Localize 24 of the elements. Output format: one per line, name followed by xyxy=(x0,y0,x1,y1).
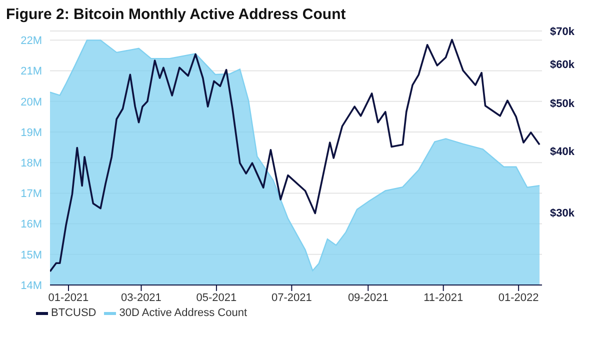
legend-label: BTCUSD xyxy=(51,307,96,319)
y-tick-label: 14M xyxy=(20,280,42,292)
x-tick-label: 11-2021 xyxy=(424,292,464,304)
y2-tick-label: $50k xyxy=(550,98,576,110)
x-tick-label: 05-2021 xyxy=(196,292,237,304)
y-tick-label: 19M xyxy=(20,126,42,139)
y-tick-label: 20M xyxy=(20,96,42,108)
x-tick-label: 03-2021 xyxy=(121,292,162,304)
chart-title: Figure 2: Bitcoin Monthly Active Address Count xyxy=(5,5,347,23)
y-tick-label: 17M xyxy=(20,188,42,200)
y2-tick-label: $30k xyxy=(550,208,576,220)
y-tick-label: 18M xyxy=(20,157,42,170)
x-tick-label: 01-2021 xyxy=(48,292,89,304)
y-tick-label: 15M xyxy=(20,249,42,262)
y-tick-label: 22M xyxy=(20,35,42,48)
x-tick-label: 09-2021 xyxy=(348,292,388,304)
legend-label: 30D Active Address Count xyxy=(119,307,248,319)
y-tick-label: 21M xyxy=(20,66,42,78)
y2-tick-label: $60k xyxy=(550,58,576,71)
x-tick-label: 01-2022 xyxy=(498,292,539,304)
y-tick-label: 16M xyxy=(20,218,42,231)
y2-tick-label: $40k xyxy=(550,146,576,158)
y2-tick-label: $70k xyxy=(550,26,576,38)
x-tick-label: 07-2021 xyxy=(271,292,312,304)
